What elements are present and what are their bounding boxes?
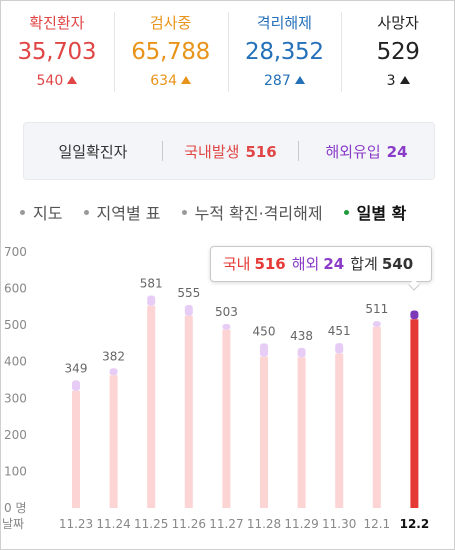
bar-total-label: 382	[102, 349, 125, 363]
y-tick-label: 400	[4, 355, 27, 369]
bar-overseas	[222, 324, 231, 330]
stat-released: 격리해제 28,352 287	[227, 0, 342, 110]
y-tick-label: 600	[4, 282, 27, 296]
stat-label: 확진환자	[29, 14, 85, 32]
bar-domestic	[335, 353, 344, 508]
stat-change: 540	[0, 73, 114, 89]
bar-total-label: 581	[140, 277, 163, 291]
bar-total-label: 450	[253, 324, 276, 338]
bar-domestic	[260, 356, 268, 508]
stat-testing: 검사중 65,788 634	[113, 0, 228, 110]
bar-domestic	[410, 319, 419, 508]
bar-total-label: 503	[215, 305, 238, 319]
stat-label: 사망자	[377, 14, 419, 32]
bar-domestic	[109, 375, 118, 508]
bar-overseas	[109, 368, 118, 376]
y-tick-label: 100	[4, 464, 27, 478]
divider	[298, 141, 299, 161]
bar-domestic	[222, 329, 231, 508]
x-tick-label: 11.28	[247, 517, 281, 531]
divider	[162, 141, 163, 161]
y-tick-label: 500	[4, 318, 27, 332]
bullet-icon	[83, 210, 89, 215]
bar-domestic	[184, 316, 193, 508]
daily-cases-summary: 일일확진자 국내발생 516 해외유입 24	[23, 122, 435, 180]
stat-value: 28,352	[245, 39, 324, 65]
increase-arrow-icon	[180, 76, 191, 84]
daily-cases-chart: 0 명 100 200 300 400 500 600 700 날짜 349 11.23 382 11.…	[2, 245, 430, 531]
x-tick-label: 11.25	[134, 517, 168, 531]
bar-overseas	[260, 343, 268, 357]
bar-total-label: 511	[365, 302, 388, 316]
bar-overseas	[147, 295, 156, 306]
bar-overseas	[335, 343, 344, 354]
tab-cumulative[interactable]: 누적 확진·격리해제	[181, 200, 323, 224]
x-tick-label: 11.23	[59, 517, 93, 531]
y-tick-label: 200	[4, 428, 27, 442]
bar-domestic	[297, 357, 306, 508]
stats-row: 확진환자 35,703 540 검사중 65,788 634 격리해제 28,3…	[0, 0, 455, 110]
x-tick-label: 11.26	[172, 517, 206, 531]
bar-overseas	[410, 310, 419, 320]
stat-change: 287	[228, 73, 342, 89]
bar-overseas	[372, 321, 381, 327]
stat-deaths: 사망자 529 3	[341, 0, 455, 110]
increase-arrow-icon	[399, 76, 410, 84]
daily-domestic: 국내발생 516	[184, 142, 277, 161]
x-tick-label: 11.27	[209, 517, 243, 531]
stat-change: 634	[114, 73, 228, 89]
bar-domestic	[72, 390, 80, 508]
stat-value: 529	[376, 39, 420, 65]
y-tick-label: 300	[4, 391, 27, 405]
bar-total-label: 438	[290, 329, 313, 343]
bar-total-label: 555	[177, 286, 200, 300]
bullet-icon	[20, 210, 25, 215]
bar-total-label: 349	[65, 361, 88, 375]
chart-tooltip: 국내 516 해외 24 합계 540	[210, 246, 432, 282]
increase-arrow-icon	[294, 76, 305, 84]
daily-overseas: 해외유입 24	[325, 142, 408, 161]
stat-label: 격리해제	[256, 14, 312, 32]
bar-domestic	[372, 326, 381, 508]
bar-overseas	[72, 380, 80, 391]
bar-domestic	[147, 305, 156, 508]
stat-value: 65,788	[131, 39, 210, 65]
view-tabs: 지도 지역별 표 누적 확진·격리해제 일별 확	[20, 200, 455, 226]
stat-confirmed: 확진환자 35,703 540	[0, 0, 114, 110]
y-tick-label: 700	[4, 245, 27, 259]
tab-region-table[interactable]: 지역별 표	[83, 200, 161, 224]
x-axis-label: 날짜	[2, 517, 24, 531]
stat-change: 3	[341, 73, 455, 89]
bar-total-label: 451	[328, 324, 351, 338]
bullet-icon	[343, 210, 349, 215]
x-tick-label: 11.24	[96, 517, 130, 531]
daily-title: 일일확진자	[58, 142, 128, 161]
tab-map[interactable]: 지도	[20, 200, 62, 224]
stat-label: 검사중	[149, 14, 192, 32]
bar-overseas	[297, 347, 306, 358]
increase-arrow-icon	[67, 76, 78, 84]
bullet-icon	[181, 210, 187, 215]
x-tick-label: 12.1	[363, 517, 390, 531]
stat-value: 35,703	[17, 39, 97, 65]
x-tick-label: 12.2	[400, 517, 430, 531]
y-tick-label: 0 명	[4, 501, 27, 515]
x-tick-label: 11.29	[284, 517, 318, 531]
bar-overseas	[184, 305, 193, 316]
x-tick-label: 11.30	[322, 517, 356, 531]
tab-daily[interactable]: 일별 확	[343, 200, 406, 224]
